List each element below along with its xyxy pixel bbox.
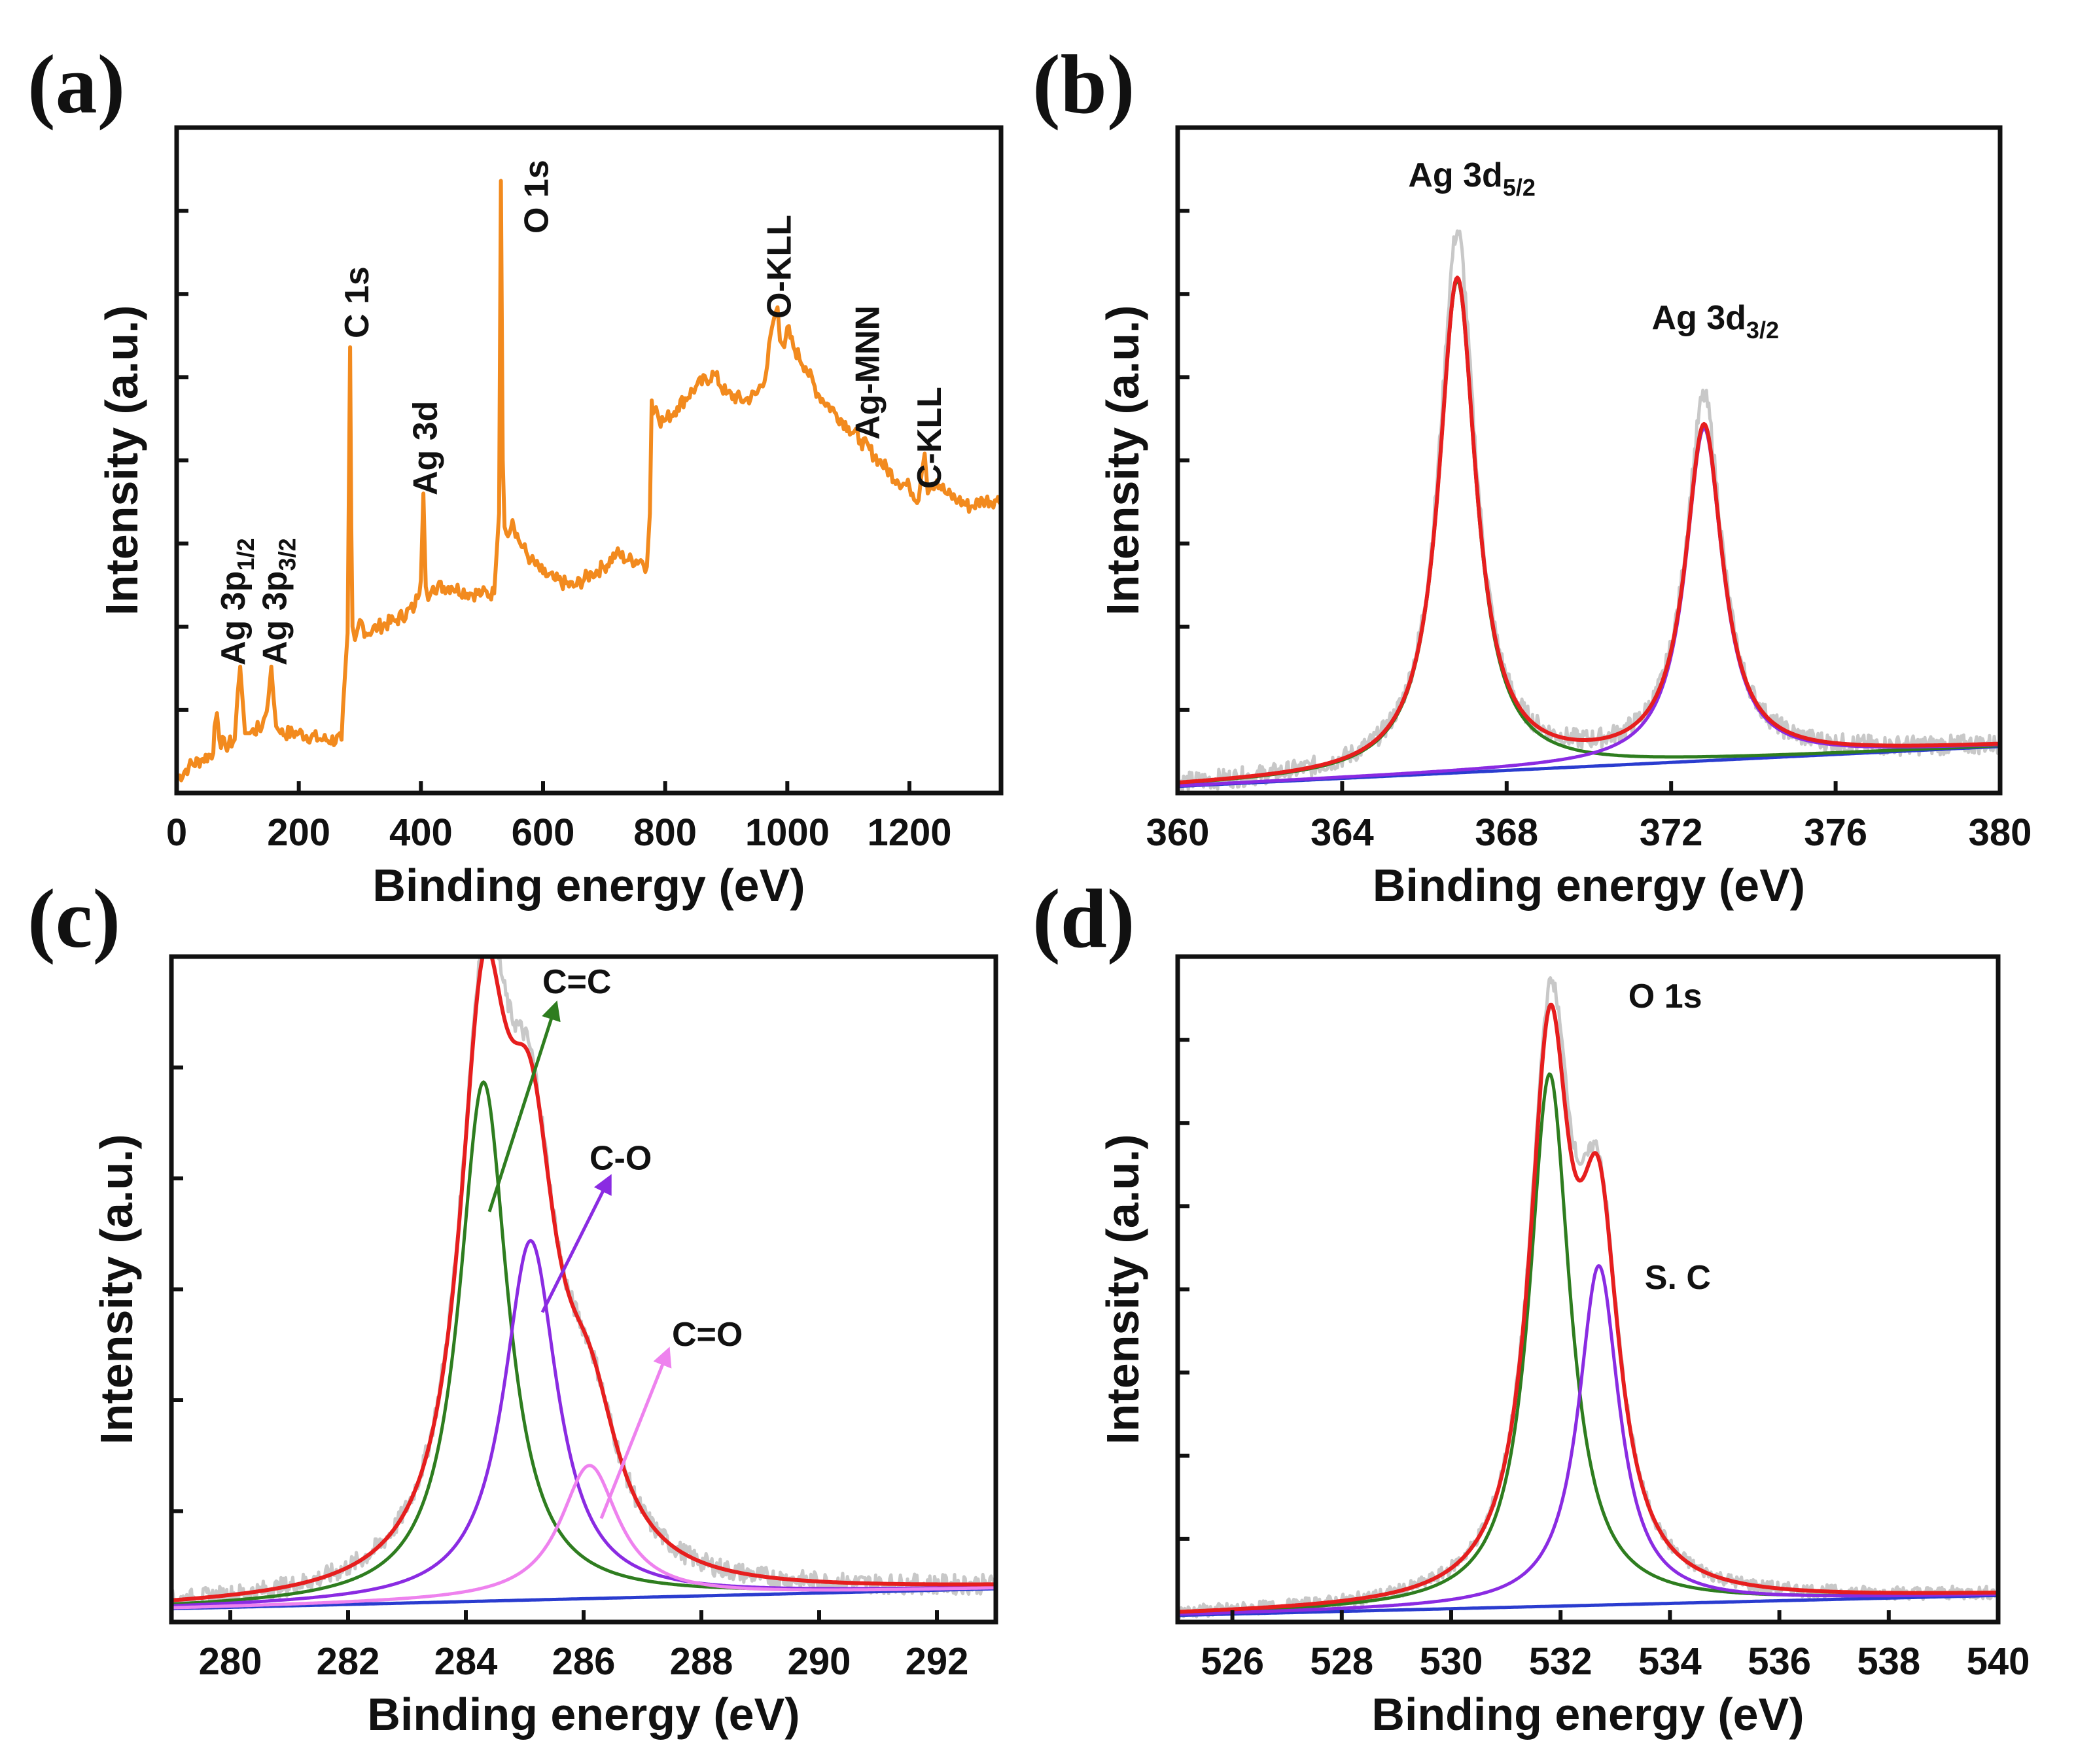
envelope-line — [171, 957, 996, 1602]
x-axis-title: Binding energy (eV) — [367, 1689, 800, 1740]
peak-label-sc: S. C — [1645, 1259, 1711, 1297]
y-axis-title: Intensity (a.u.) — [91, 1134, 142, 1444]
raw-data-line — [171, 957, 996, 1610]
panel-c: (c) 280 282 284 286 288 290 292 Binding energy (… — [27, 872, 998, 1740]
annotation-arrow — [487, 1000, 561, 1212]
peak-label: Ag-MNN — [849, 306, 887, 440]
peak-label-ag3d52: Ag 3d5/2 — [1408, 156, 1536, 201]
component-1-line — [1178, 279, 2000, 785]
x-tick-label: 600 — [512, 811, 575, 854]
x-tick-label: 376 — [1804, 811, 1867, 854]
y-axis-title: Intensity (a.u.) — [96, 305, 147, 615]
y-axis-title: Intensity (a.u.) — [1097, 305, 1148, 615]
x-tick-label: 536 — [1748, 1640, 1811, 1683]
x-tick-label: 286 — [552, 1640, 616, 1683]
component-2-line — [1178, 1264, 1998, 1616]
panel-b: (b) 360 364 368 372 376 380 Binding energy (eV)… — [1032, 38, 2032, 911]
axes-frame-b — [1175, 125, 2003, 796]
x-tick-label: 400 — [389, 811, 453, 854]
peak-label: Ag 3p1/2 — [215, 538, 259, 666]
x-tick-label: 0 — [166, 811, 187, 854]
peak-label: Ag 3d — [406, 401, 444, 495]
peak-label-ag3d32: Ag 3d3/2 — [1651, 299, 1779, 344]
panel-d: (d) 526 528 530 532 534 536 538 540 Binding energ… — [1032, 872, 2030, 1740]
x-tick-label: 540 — [1967, 1640, 2030, 1683]
x-tick-label: 372 — [1640, 811, 1703, 854]
peak-label-o1s: O 1s — [1628, 978, 1702, 1015]
peak-label: C 1s — [338, 266, 376, 338]
peak-label: C-KLL — [911, 387, 949, 489]
x-tick-label: 526 — [1201, 1640, 1264, 1683]
x-tick-label: 538 — [1857, 1640, 1920, 1683]
background-line — [1178, 1593, 1998, 1617]
x-tick-label: 364 — [1311, 811, 1374, 854]
raw-data-line — [1178, 976, 1998, 1620]
x-tick-label: 368 — [1475, 811, 1538, 854]
component-2-line — [171, 1239, 996, 1608]
x-tick-label: 380 — [1969, 811, 2032, 854]
component-label: C=O — [672, 1316, 743, 1354]
plot-area-a — [177, 179, 1001, 783]
x-tick-label: 284 — [434, 1640, 498, 1683]
plot-area-b — [1178, 229, 2000, 793]
component-1-line — [171, 1080, 996, 1606]
annotation-arrow — [540, 1174, 612, 1313]
x-tick-label: 282 — [317, 1640, 380, 1683]
background-line — [171, 1587, 996, 1611]
x-tick-label: 532 — [1529, 1640, 1592, 1683]
panel-label-a: (a) — [27, 38, 125, 131]
panel-a: (a) 0 200 400 600 800 1000 1200 Binding energy (… — [27, 38, 1004, 911]
x-tick-label: 534 — [1638, 1640, 1702, 1683]
component-label: C-O — [589, 1139, 652, 1177]
peak-label: O-KLL — [761, 215, 799, 319]
plot-area-d — [1178, 976, 1998, 1620]
x-axis-title: Binding energy (eV) — [1371, 1689, 1804, 1740]
x-tick-label: 288 — [670, 1640, 733, 1683]
y-axis-title: Intensity (a.u.) — [1097, 1134, 1148, 1444]
axes-frame-c — [169, 954, 998, 1625]
envelope-line — [1178, 275, 2000, 785]
x-tick-label: 360 — [1146, 811, 1210, 854]
x-tick-label: 800 — [633, 811, 697, 854]
survey-line — [177, 179, 1001, 783]
x-tick-label: 530 — [1420, 1640, 1483, 1683]
x-axis-title: Binding energy (eV) — [372, 860, 805, 911]
component-label: C=C — [542, 963, 611, 1001]
peak-label: O 1s — [518, 160, 556, 234]
panel-label-d: (d) — [1032, 872, 1135, 965]
panel-label-c: (c) — [27, 872, 120, 965]
axes-frame-d — [1175, 954, 2001, 1625]
peak-label: Ag 3p3/2 — [256, 538, 300, 666]
envelope-line — [1178, 1002, 1998, 1614]
x-tick-label: 200 — [267, 811, 330, 854]
x-tick-label: 292 — [906, 1640, 969, 1683]
x-tick-label: 280 — [199, 1640, 262, 1683]
x-tick-label: 528 — [1310, 1640, 1373, 1683]
x-tick-label: 290 — [788, 1640, 851, 1683]
x-axis-title: Binding energy (eV) — [1373, 860, 1805, 911]
raw-data-line — [1178, 229, 2000, 793]
x-tick-label: 1200 — [867, 811, 951, 854]
annotation-arrow — [599, 1347, 672, 1519]
plot-area-c — [171, 957, 996, 1611]
component-2-line — [1178, 426, 2000, 788]
component-3-line — [171, 1464, 996, 1610]
panel-label-b: (b) — [1032, 38, 1135, 131]
x-tick-label: 1000 — [745, 811, 830, 854]
